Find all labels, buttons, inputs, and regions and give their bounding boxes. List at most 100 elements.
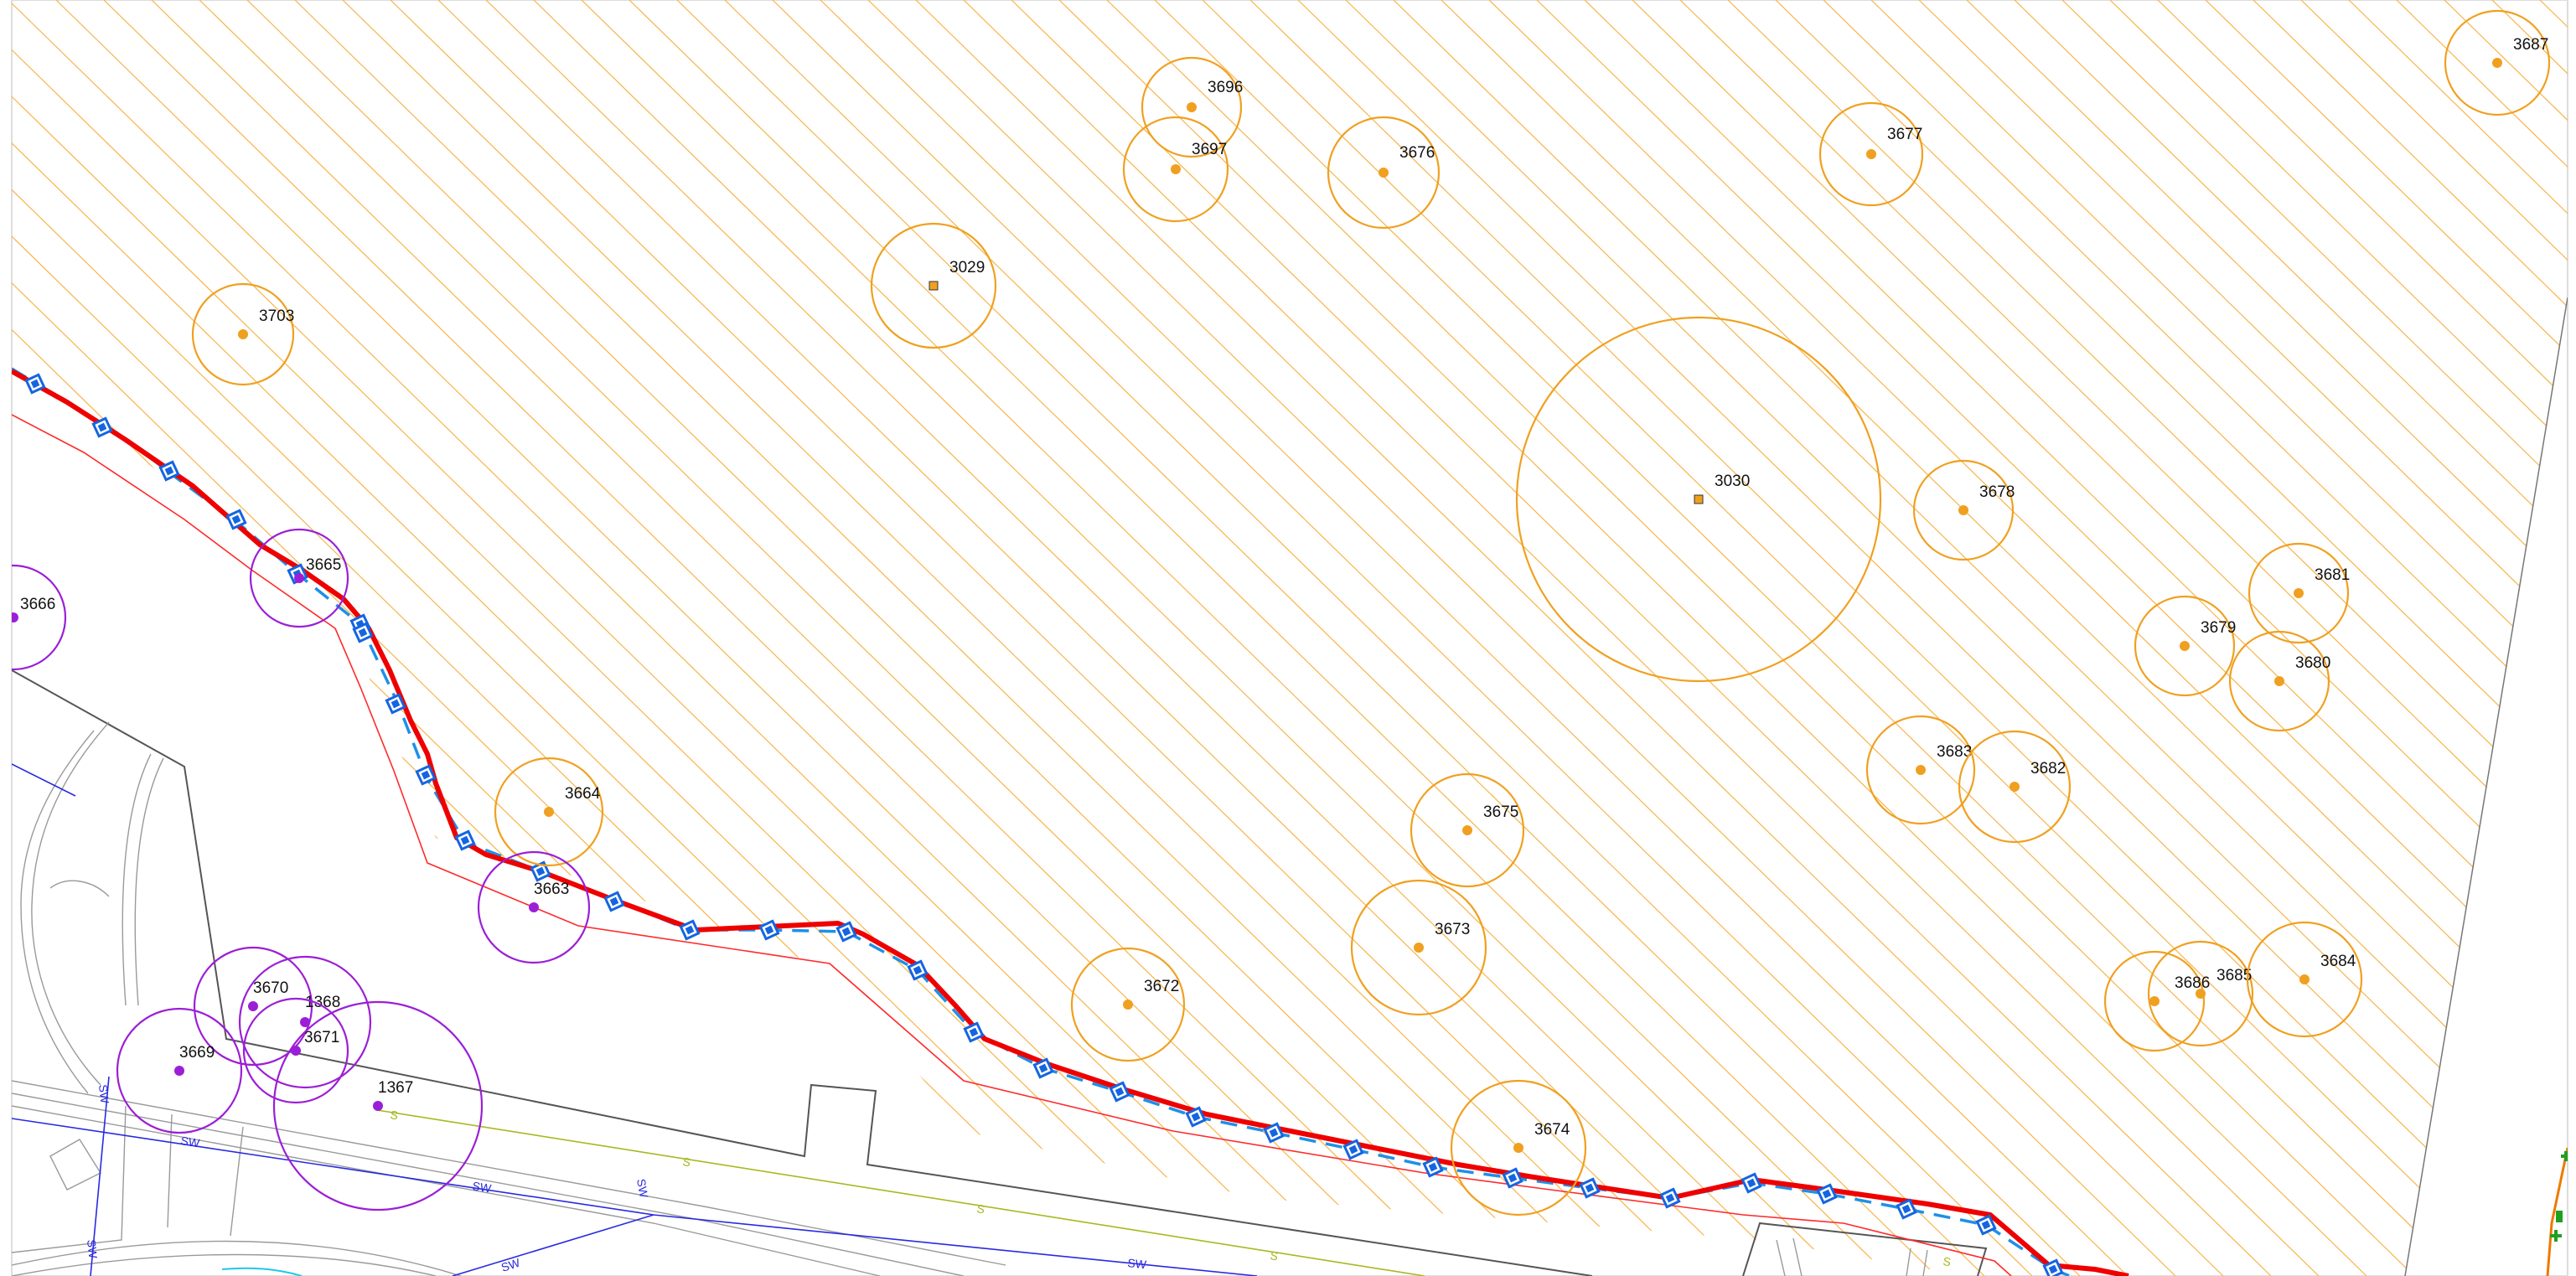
- tree-3696[interactable]: 3696: [1141, 56, 1243, 158]
- vertex-square-icon[interactable]: [1032, 1057, 1054, 1079]
- tree-3697[interactable]: 3697: [1122, 116, 1229, 223]
- tree-point-icon: [1379, 168, 1389, 178]
- tree-3677[interactable]: 3677: [1818, 101, 1924, 207]
- vertex-square-icon[interactable]: [1659, 1187, 1681, 1209]
- vertex-square-icon[interactable]: [2042, 1258, 2064, 1276]
- vertex-square-icon[interactable]: [1342, 1139, 1364, 1160]
- tree-3030[interactable]: 3030: [1515, 316, 1882, 683]
- vertex-square-icon[interactable]: [352, 622, 374, 643]
- vertex-square-icon[interactable]: [963, 1021, 985, 1043]
- tree-point-icon: [294, 573, 304, 583]
- tree-3686[interactable]: 3686: [2103, 950, 2210, 1052]
- vertex-square-icon[interactable]: [454, 829, 476, 851]
- vertex-square-icon[interactable]: [415, 764, 437, 786]
- tree-id-label: 3678: [1979, 483, 2015, 501]
- vertex-markers: [24, 373, 2064, 1276]
- tree-3678[interactable]: 3678: [1912, 459, 2015, 561]
- tree-id-label: 3675: [1483, 803, 1518, 821]
- vertex-square-icon[interactable]: [1263, 1122, 1285, 1144]
- vertex-square-icon[interactable]: [758, 919, 780, 941]
- green-plus-icon[interactable]: [2561, 1151, 2571, 1161]
- vertex-square-icon[interactable]: [679, 919, 701, 941]
- vertex-square-icon[interactable]: [1422, 1156, 1444, 1178]
- tree-3684[interactable]: 3684: [2246, 921, 2363, 1038]
- vertex-square-icon[interactable]: [530, 860, 551, 882]
- protected-tree-1367[interactable]: 1367: [272, 1000, 484, 1211]
- tree-point-icon: [291, 1046, 301, 1056]
- protected-tree-1368[interactable]: 1368: [238, 955, 372, 1089]
- tree-3682[interactable]: 3682: [1958, 730, 2072, 844]
- tree-id-label: 3683: [1937, 743, 1972, 761]
- vertex-square-icon[interactable]: [1741, 1172, 1762, 1194]
- tree-id-label: 3679: [2201, 619, 2236, 637]
- tree-3683[interactable]: 3683: [1865, 715, 1976, 825]
- kerb-line: [12, 1253, 437, 1276]
- vertex-square-icon[interactable]: [1109, 1081, 1130, 1103]
- tree-id-label: 3030: [1715, 473, 1750, 490]
- road-edge-line: [1742, 1222, 1988, 1276]
- tree-id-label: 3677: [1887, 126, 1922, 143]
- vertex-square-icon[interactable]: [385, 693, 406, 715]
- tree-point-icon: [174, 1066, 184, 1076]
- tree-3672[interactable]: 3672: [1070, 947, 1186, 1062]
- vertex-square-icon[interactable]: [907, 959, 928, 981]
- tree-canopy-circle: [193, 946, 313, 1067]
- tree-3687[interactable]: 3687: [2444, 9, 2551, 116]
- tree-3685[interactable]: 3685: [2147, 940, 2254, 1047]
- tree-canopy-circle: [238, 955, 372, 1089]
- hatch-line: [724, 0, 2033, 1276]
- tree-canopy-circle: [494, 757, 604, 867]
- kerb-line: [12, 1105, 127, 1253]
- hatch-line: [581, 0, 1890, 1276]
- tree-3675[interactable]: 3675: [1410, 772, 1525, 888]
- vertex-square-icon[interactable]: [91, 416, 113, 438]
- green-plus-icon[interactable]: [2550, 1230, 2562, 1242]
- tree-canopy-circle: [1912, 459, 2015, 561]
- protected-tree-3670[interactable]: 3670: [193, 946, 313, 1067]
- tree-point-icon: [2196, 989, 2206, 999]
- tree-point-icon: [1414, 943, 1424, 953]
- vertex-square-icon[interactable]: [1896, 1198, 1917, 1220]
- vertex-square-icon[interactable]: [603, 891, 625, 912]
- vertex-square-icon[interactable]: [1579, 1177, 1601, 1199]
- hatch-line: [2396, 0, 2568, 1276]
- vertex-square-icon[interactable]: [1975, 1214, 1997, 1236]
- protected-tree-3665[interactable]: 3665: [249, 528, 349, 628]
- tree-3681[interactable]: 3681: [2248, 542, 2350, 644]
- vertex-square-icon[interactable]: [1502, 1167, 1523, 1189]
- tree-canopy-circle: [2228, 630, 2330, 732]
- tree-3676[interactable]: 3676: [1327, 116, 1441, 230]
- protected-tree-3671[interactable]: 3671: [242, 997, 349, 1104]
- tree-3679[interactable]: 3679: [2134, 595, 2236, 697]
- water-feature: [221, 1267, 303, 1276]
- vertex-square-icon[interactable]: [24, 373, 46, 395]
- protected-tree-3666[interactable]: 3666: [0, 564, 67, 671]
- tree-3029[interactable]: 3029: [870, 222, 997, 349]
- tree-3703[interactable]: 3703: [191, 282, 294, 386]
- tree-canopy-circle: [1070, 947, 1186, 1062]
- tree-3680[interactable]: 3680: [2228, 630, 2330, 732]
- hatch-line: [628, 0, 1937, 1276]
- vertex-square-icon[interactable]: [1816, 1183, 1838, 1205]
- hatch-line: [1918, 0, 2568, 1276]
- tree-point-icon: [1171, 164, 1181, 174]
- tree-canopy-circle: [1327, 116, 1441, 230]
- storm-water-line: [90, 1076, 110, 1276]
- tree-id-label: 3029: [949, 259, 985, 276]
- vertex-square-icon[interactable]: [835, 921, 857, 943]
- protected-tree-3669[interactable]: 3669: [116, 1007, 243, 1134]
- vertex-square-icon[interactable]: [158, 460, 180, 482]
- kerb-line: [1906, 1248, 1928, 1276]
- tree-id-label: 1368: [305, 994, 340, 1011]
- tree-3673[interactable]: 3673: [1350, 879, 1487, 1016]
- vertex-square-icon[interactable]: [225, 509, 247, 530]
- tree-id-label: 3672: [1144, 978, 1179, 995]
- tree-3674[interactable]: 3674: [1450, 1079, 1587, 1217]
- tree-id-label: 1367: [378, 1079, 413, 1097]
- kerb-line: [1776, 1237, 1803, 1276]
- tree-3664[interactable]: 3664: [494, 757, 604, 867]
- protected-tree-3663[interactable]: 3663: [477, 850, 591, 964]
- tree-canopy-circle: [2134, 595, 2236, 697]
- vertex-square-icon[interactable]: [1185, 1106, 1207, 1128]
